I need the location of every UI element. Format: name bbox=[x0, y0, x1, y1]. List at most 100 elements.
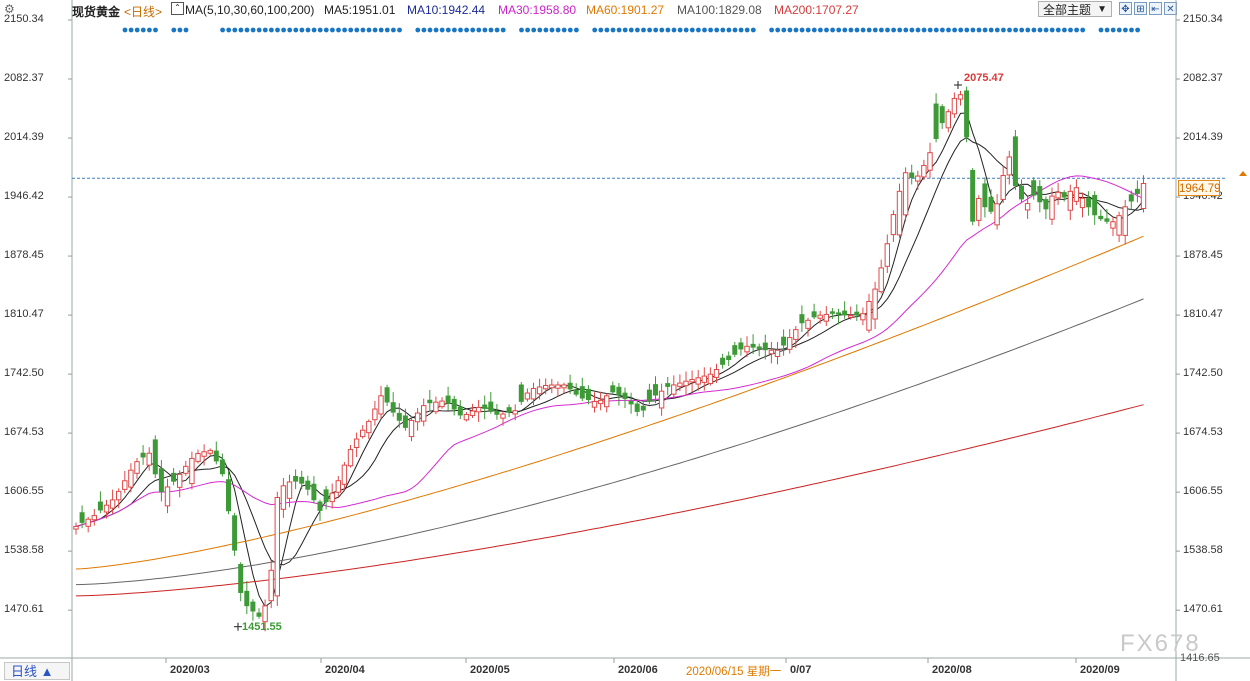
candle-body bbox=[817, 314, 823, 319]
zoom-icon[interactable]: ⊞ bbox=[1134, 2, 1147, 15]
event-marker bbox=[848, 27, 854, 33]
candle-body bbox=[305, 480, 311, 490]
event-marker bbox=[1001, 27, 1006, 33]
candle-body bbox=[91, 515, 97, 521]
candle-body bbox=[939, 106, 945, 124]
theme-dropdown[interactable]: 全部主题 ▼ bbox=[1038, 1, 1112, 17]
candle-body bbox=[445, 395, 451, 404]
candle-body bbox=[793, 329, 799, 340]
event-marker bbox=[641, 27, 646, 33]
gear-icon[interactable]: ⚙ bbox=[4, 2, 15, 16]
event-marker bbox=[122, 27, 128, 33]
event-marker bbox=[549, 27, 555, 33]
candle-body bbox=[475, 406, 482, 413]
candle-body bbox=[250, 601, 256, 612]
candle-body bbox=[329, 492, 335, 503]
candle-body bbox=[152, 439, 158, 475]
candle-body bbox=[116, 490, 122, 501]
candle-body bbox=[524, 392, 531, 400]
event-marker bbox=[336, 27, 341, 33]
candle-body bbox=[549, 384, 555, 389]
candle-body bbox=[982, 183, 988, 208]
event-marker bbox=[592, 27, 598, 33]
candle-body bbox=[506, 407, 512, 413]
candle-body bbox=[988, 196, 994, 212]
candle-body bbox=[1012, 136, 1018, 187]
candle-body bbox=[756, 346, 762, 349]
event-marker bbox=[933, 27, 939, 33]
candle-body bbox=[353, 438, 360, 448]
event-marker bbox=[616, 27, 622, 33]
event-marker bbox=[519, 27, 524, 33]
candle-body bbox=[915, 175, 921, 182]
candle-body bbox=[219, 459, 225, 475]
event-marker bbox=[421, 27, 427, 33]
y-tick-label: 2014.39 bbox=[4, 131, 44, 144]
candle-body bbox=[836, 312, 841, 315]
event-marker bbox=[854, 27, 860, 33]
event-marker bbox=[769, 27, 774, 33]
candle-body bbox=[1006, 156, 1012, 176]
x-tick-label: 2020/09 bbox=[1080, 664, 1120, 676]
event-marker bbox=[415, 27, 421, 33]
event-marker bbox=[269, 27, 274, 33]
y-tick-label: 2014.39 bbox=[1183, 131, 1223, 144]
y-tick-label: 1810.47 bbox=[4, 308, 44, 321]
candle-body bbox=[848, 314, 854, 318]
candle-body bbox=[665, 383, 671, 387]
candle-body bbox=[201, 451, 207, 457]
event-marker bbox=[653, 27, 659, 33]
period-tab[interactable]: 日线 ▲ bbox=[4, 662, 70, 680]
candle-body bbox=[1134, 188, 1140, 195]
candle-body bbox=[1092, 194, 1098, 216]
event-marker bbox=[696, 27, 701, 33]
event-marker bbox=[622, 27, 628, 33]
ma60-line bbox=[75, 235, 1144, 570]
candle-body bbox=[994, 203, 1000, 226]
candle-body bbox=[811, 311, 817, 318]
candle-body bbox=[268, 569, 274, 602]
candle-body bbox=[512, 410, 518, 415]
ma30-line bbox=[75, 175, 1144, 527]
event-marker bbox=[1037, 27, 1043, 33]
event-marker bbox=[525, 27, 530, 33]
y-tick-label: 2150.34 bbox=[4, 13, 44, 25]
event-marker bbox=[433, 27, 439, 33]
close-icon[interactable]: ✕ bbox=[1164, 2, 1177, 15]
ma10-value: MA10:1942.44 bbox=[407, 3, 486, 17]
candle-body bbox=[469, 410, 476, 416]
event-marker bbox=[555, 27, 561, 33]
candle-body bbox=[896, 190, 903, 236]
candle-body bbox=[646, 389, 652, 402]
candle-body bbox=[274, 496, 281, 597]
candle-body bbox=[933, 103, 939, 139]
candle-body bbox=[439, 400, 445, 408]
move-icon[interactable]: ✥ bbox=[1119, 2, 1132, 15]
period-label[interactable]: <日线> bbox=[124, 5, 163, 19]
candle-body bbox=[1110, 221, 1116, 229]
event-marker bbox=[391, 27, 396, 33]
cursor-date-label: 2020/06/15 星期一 bbox=[686, 663, 783, 679]
candle-body bbox=[323, 489, 329, 503]
candle-body bbox=[366, 420, 372, 434]
event-marker bbox=[897, 27, 903, 33]
event-marker bbox=[610, 27, 616, 33]
candle-body bbox=[256, 612, 262, 617]
event-marker bbox=[342, 27, 347, 33]
event-marker bbox=[1043, 27, 1049, 33]
event-marker bbox=[293, 27, 299, 33]
event-marker bbox=[970, 27, 976, 33]
first-icon[interactable]: ⇤ bbox=[1149, 2, 1162, 15]
event-marker bbox=[677, 27, 683, 33]
candle-body bbox=[677, 382, 683, 387]
ma-indicator-icon[interactable]: ⌃ bbox=[171, 2, 184, 15]
event-marker bbox=[384, 27, 390, 33]
candle-body bbox=[536, 386, 543, 395]
event-marker bbox=[531, 27, 537, 33]
candle-body bbox=[689, 378, 695, 383]
event-marker bbox=[366, 27, 372, 33]
candle-body bbox=[823, 313, 829, 322]
candle-body bbox=[604, 395, 610, 408]
event-marker bbox=[1055, 27, 1061, 33]
